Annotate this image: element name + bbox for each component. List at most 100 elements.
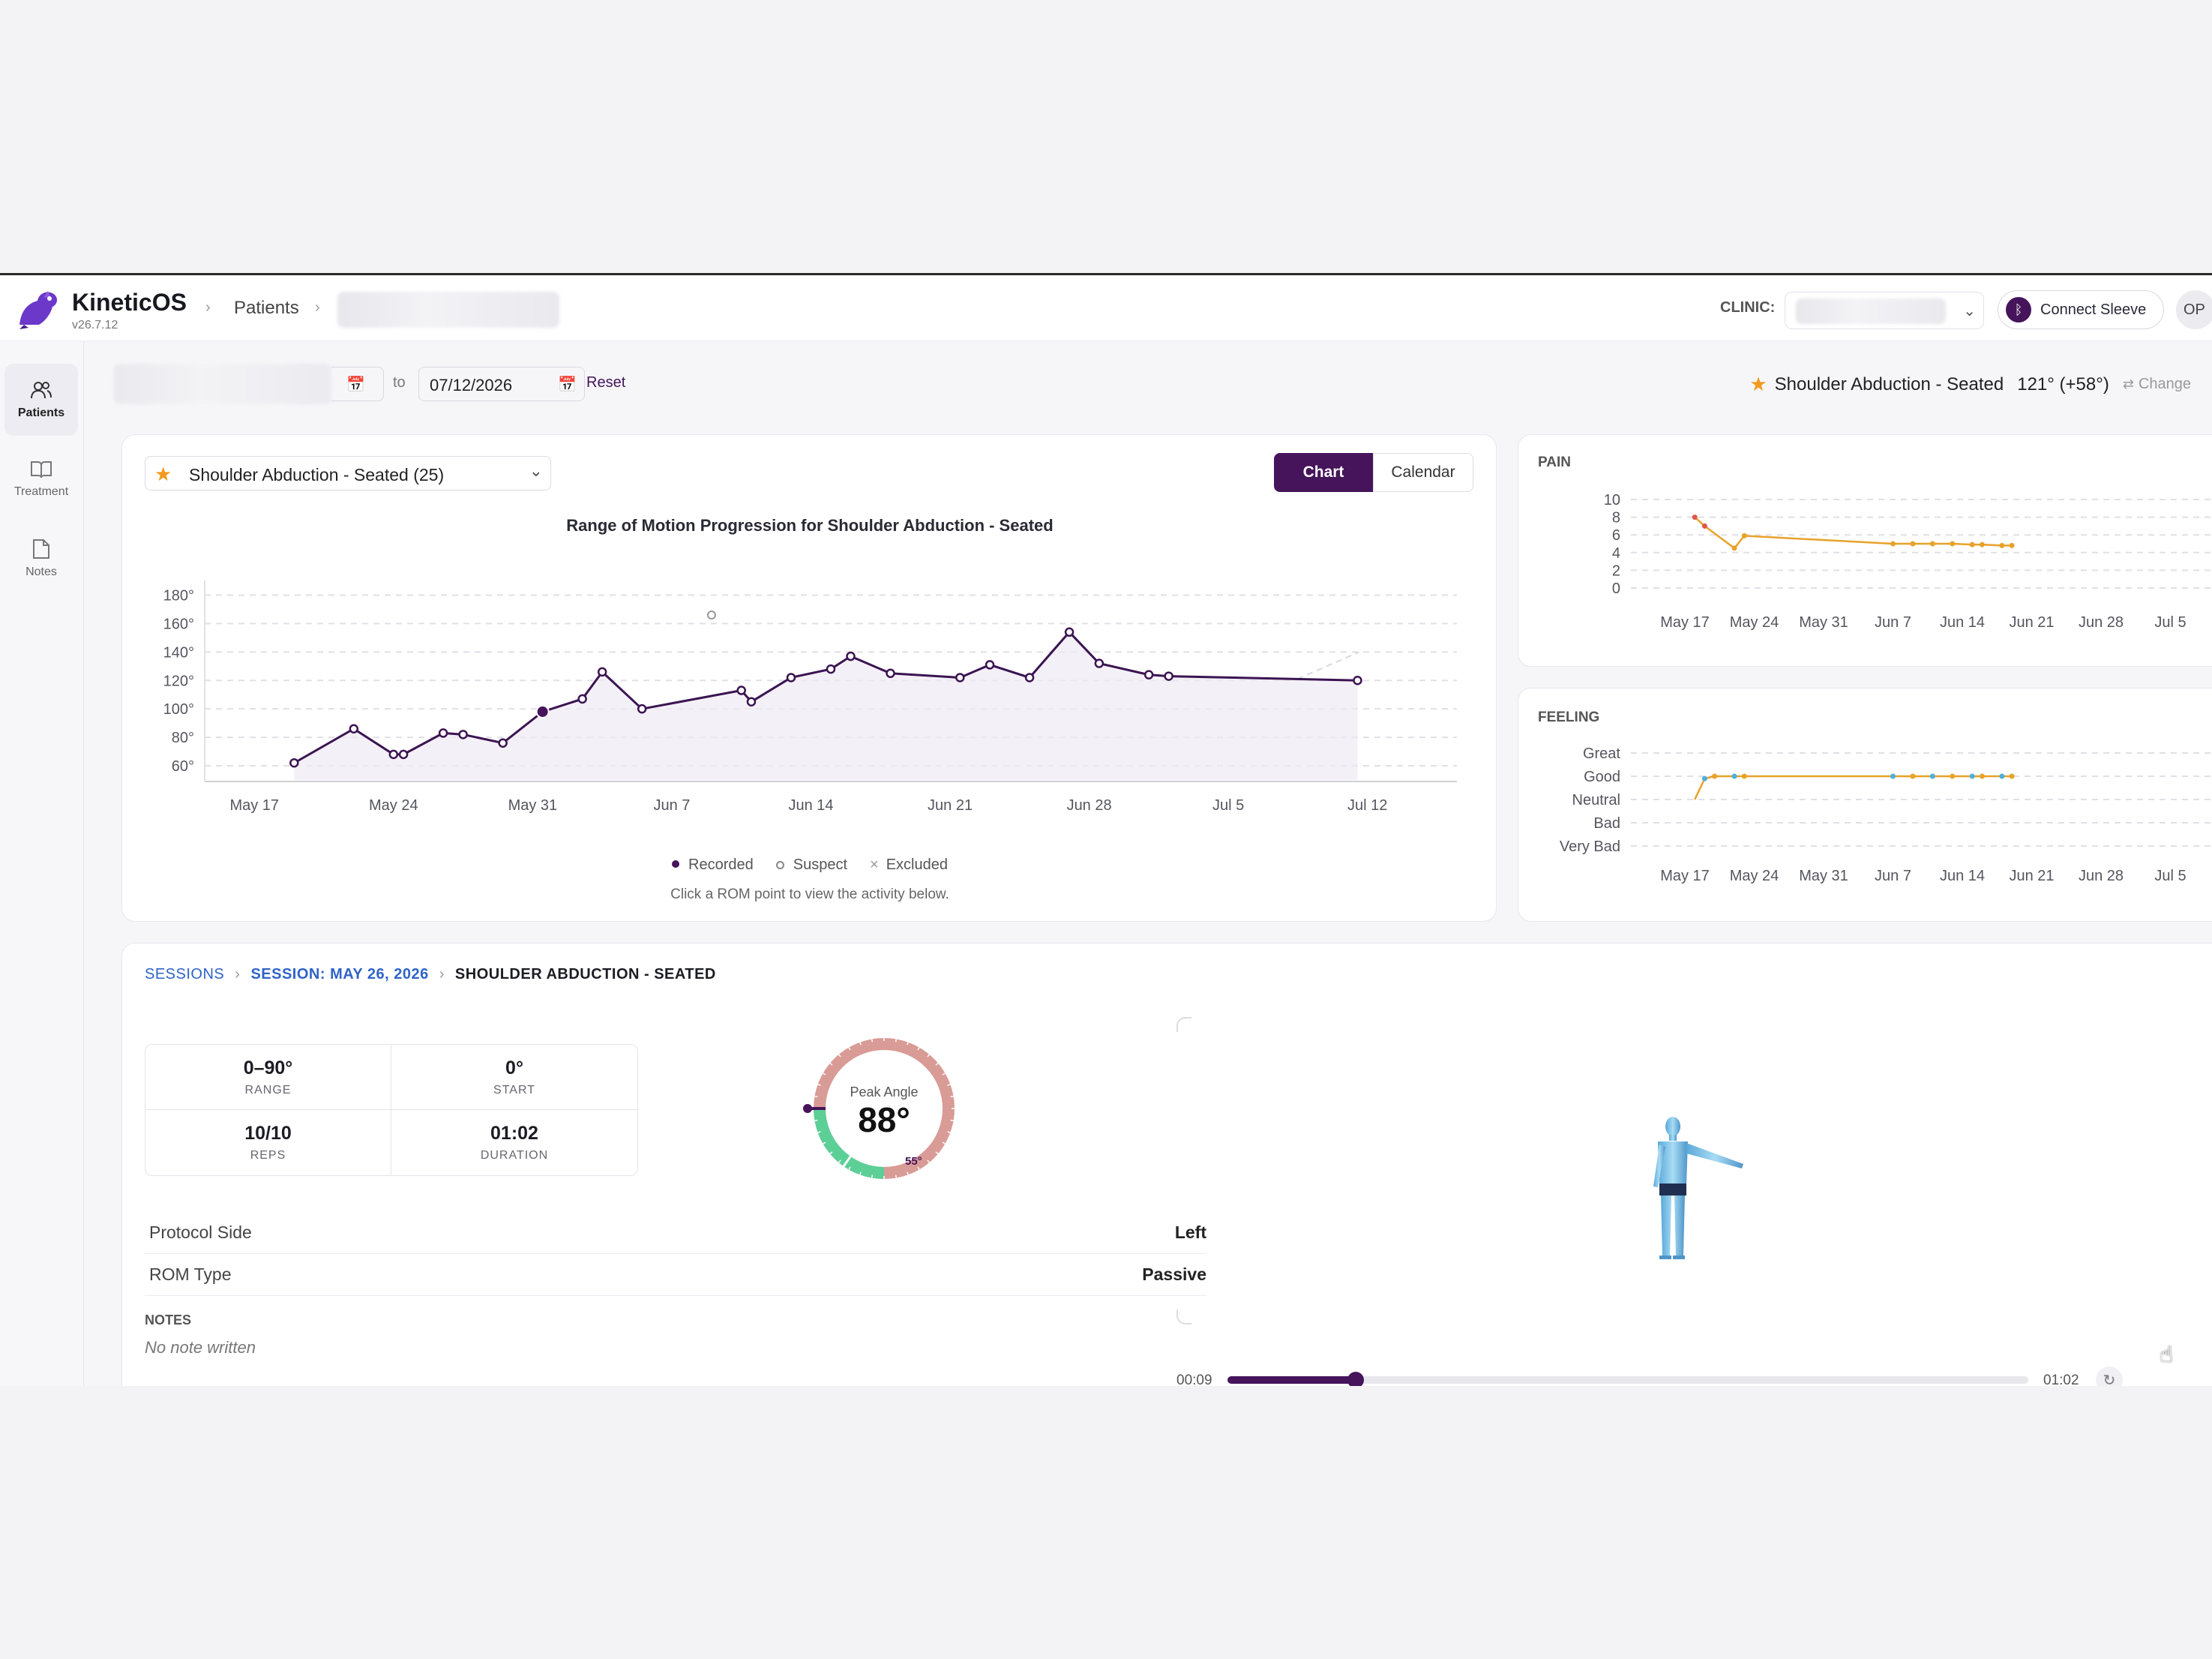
connect-sleeve-button[interactable]: ᛒ Connect Sleeve <box>1998 290 2164 329</box>
gauge-min-label: 55° <box>905 1155 922 1168</box>
data-point <box>746 697 757 706</box>
pain-card: PAIN 10 8 6 4 2 0 May 17 May 24 May 31 Jun 7 Jun 1… <box>1518 434 2212 667</box>
avatar-initials: OP <box>2184 301 2205 318</box>
exercise-select[interactable]: ★ Shoulder Abduction - Seated (25) ⌄ <box>145 456 551 490</box>
legend-suspect-label: Suspect <box>793 856 847 873</box>
chevron-right-icon: › <box>439 966 445 982</box>
y-tick-label: 100° <box>163 701 194 718</box>
crumb-sessions[interactable]: SESSIONS <box>145 966 225 982</box>
calendar-icon: 📅 <box>346 376 365 393</box>
tab-calendar[interactable]: Calendar <box>1373 453 1473 492</box>
stat-value: 10/10 <box>244 1123 292 1144</box>
peak-angle-gauge <box>803 1038 955 1179</box>
gauge-tick <box>947 1084 951 1086</box>
sidebar-item-label: Patients <box>17 406 65 419</box>
gauge-min-marker <box>841 1154 853 1168</box>
clinic-select[interactable]: ⌄ <box>1785 292 1984 329</box>
chevron-right-icon: › <box>315 299 320 316</box>
gauge-tick <box>823 1142 826 1144</box>
reset-link[interactable]: Reset <box>586 374 626 391</box>
session-card: SESSIONS › SESSION: MAY 26, 2026 › SHOUL… <box>121 943 2212 1386</box>
pain-point <box>1692 514 1698 520</box>
crumb-session[interactable]: SESSION: MAY 26, 2026 <box>250 966 429 982</box>
data-point <box>349 724 359 734</box>
gauge-tick <box>907 1172 909 1175</box>
pain-point <box>1741 532 1747 538</box>
data-point <box>886 668 895 679</box>
x-tick-label: Jun 14 <box>1940 614 1985 631</box>
pain-point <box>2009 542 2015 548</box>
data-point <box>597 667 607 677</box>
chevron-right-icon: › <box>235 966 241 982</box>
star-icon: ★ <box>154 463 172 485</box>
chevron-down-icon: ⌄ <box>1963 303 1976 320</box>
exercise-summary-name: Shoulder Abduction - Seated <box>1774 374 2004 394</box>
rom-card: ★ Shoulder Abduction - Seated (25) ⌄ Cha… <box>121 434 1497 922</box>
pain-point <box>1701 523 1707 529</box>
feeling-point <box>1731 773 1737 779</box>
gauge-tick <box>817 1084 821 1086</box>
avatar-figure <box>1653 1117 1743 1259</box>
pain-point <box>1890 541 1896 547</box>
x-tick-label: May 24 <box>369 797 418 814</box>
data-point <box>458 730 468 740</box>
data-point <box>1064 627 1075 638</box>
rom-chart[interactable]: Range of Motion Progression for Shoulder… <box>122 510 1497 840</box>
data-point <box>1024 673 1035 682</box>
gauge-tick <box>859 1042 862 1046</box>
user-avatar[interactable]: OP <box>2176 290 2212 329</box>
sidebar-item-patients[interactable]: Patients <box>4 364 78 436</box>
gauge-tick <box>942 1142 946 1144</box>
x-tick-label: May 17 <box>1660 868 1710 884</box>
sidebar-item-treatment[interactable]: Treatment <box>4 443 78 515</box>
data-point <box>289 758 299 768</box>
gauge-range-arc <box>814 1108 885 1179</box>
viewer-corner <box>1176 1017 1191 1032</box>
feeling-point <box>1950 773 1956 779</box>
legend-recorded[interactable]: Recorded <box>672 856 754 874</box>
motion-viewer[interactable] <box>1176 1017 2212 1324</box>
data-point <box>637 704 647 714</box>
pain-point <box>1979 542 1985 548</box>
breadcrumb-patients[interactable]: Patients <box>234 298 299 318</box>
feeling-chart[interactable]: Great Good Neutral Bad Very Bad May 17 May 24 M… <box>1518 688 2212 922</box>
tab-chart[interactable]: Chart <box>1274 453 1373 492</box>
sidebar-item-notes[interactable]: Notes <box>4 523 78 595</box>
feeling-point <box>1712 773 1718 779</box>
legend-suspect[interactable]: Suspect <box>775 856 847 874</box>
gauge-tick <box>917 1047 920 1051</box>
gauge-tick <box>950 1095 954 1098</box>
gauge-value: 88° <box>858 1100 910 1139</box>
selected-data-point <box>535 704 550 718</box>
sidebar-item-label: Treatment <box>13 485 69 498</box>
change-link[interactable]: Change <box>2138 376 2191 392</box>
x-tick-label: Jun 28 <box>2079 614 2124 631</box>
data-point <box>1353 676 1362 686</box>
y-tick-label: 2 <box>1612 562 1620 579</box>
replay-button[interactable]: ↻ <box>2096 1366 2123 1386</box>
app-logo[interactable] <box>13 286 64 331</box>
app-name: KineticOS <box>72 289 187 316</box>
start-date-redacted <box>114 364 331 404</box>
stat-value: 0–90° <box>243 1057 293 1078</box>
start-date-field[interactable]: 📅 <box>331 367 384 401</box>
gauge-tick <box>838 1054 841 1058</box>
exercise-summary-value: 121° (+58°) <box>2017 374 2109 394</box>
y-tick-label: Very Bad <box>1560 838 1620 855</box>
feeling-line <box>1694 775 2013 800</box>
session-breadcrumb: SESSIONS › SESSION: MAY 26, 2026 › SHOUL… <box>145 966 716 983</box>
gauge-tick <box>935 1151 939 1154</box>
gauge-tick <box>927 1160 930 1163</box>
x-tick-label: Jun 28 <box>1067 797 1112 814</box>
detail-key: Protocol Side <box>149 1222 252 1242</box>
stat-label: RANGE <box>244 1083 292 1096</box>
legend-excluded[interactable]: × Excluded <box>870 856 948 874</box>
end-date-field[interactable]: 07/12/2026 📅 <box>418 367 585 401</box>
gauge-tick <box>859 1172 862 1175</box>
rom-legend: Recorded Suspect × Excluded <box>122 856 1497 874</box>
player-progress-track[interactable] <box>1227 1372 2028 1386</box>
player-progress-handle[interactable] <box>1347 1372 1364 1386</box>
exercise-summary: ★ Shoulder Abduction - Seated 121° (+58°… <box>1749 373 2191 396</box>
suspect-point <box>706 610 716 620</box>
